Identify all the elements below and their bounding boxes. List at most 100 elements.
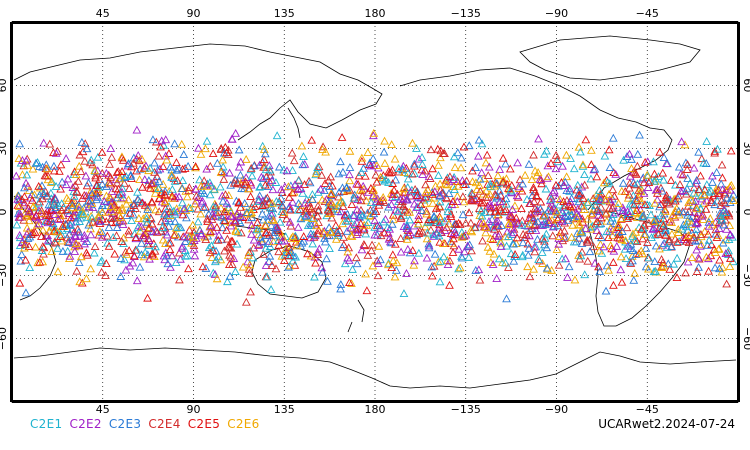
- observation-marker: [367, 240, 377, 249]
- observation-marker: [673, 228, 683, 236]
- observation-marker: [442, 222, 452, 231]
- observation-marker: [655, 202, 664, 211]
- observation-marker: [345, 278, 354, 286]
- observation-marker: [102, 168, 111, 177]
- observation-marker: [700, 226, 710, 235]
- observation-marker: [357, 153, 367, 162]
- observation-marker: [135, 197, 145, 206]
- observation-marker: [435, 237, 445, 246]
- observation-marker: [228, 236, 237, 245]
- observation-marker: [246, 178, 255, 187]
- observation-marker: [384, 234, 394, 243]
- observation-marker: [77, 137, 87, 146]
- observation-marker: [512, 233, 522, 242]
- observation-marker: [105, 193, 114, 201]
- observation-marker: [546, 194, 556, 203]
- observation-marker: [306, 233, 315, 242]
- observation-marker: [151, 205, 160, 214]
- observation-marker: [603, 233, 613, 241]
- coast-japan: [287, 107, 301, 139]
- observation-marker: [345, 170, 354, 179]
- observation-marker: [506, 249, 516, 258]
- observation-marker: [104, 241, 114, 250]
- observation-marker: [682, 165, 692, 173]
- observation-marker: [51, 182, 61, 190]
- observation-marker: [313, 229, 323, 238]
- observation-marker: [544, 172, 553, 181]
- observation-marker: [446, 212, 456, 221]
- observation-marker: [573, 180, 583, 189]
- observation-marker: [719, 198, 729, 206]
- observation-marker: [403, 174, 413, 183]
- observation-marker: [96, 257, 106, 266]
- observation-marker: [441, 193, 451, 202]
- observation-marker: [356, 196, 366, 205]
- observation-marker: [118, 155, 128, 164]
- observation-marker: [348, 264, 357, 273]
- observation-marker: [667, 218, 677, 226]
- observation-marker: [285, 261, 295, 270]
- observation-marker: [648, 224, 658, 233]
- observation-marker: [630, 168, 640, 177]
- observation-marker: [652, 185, 662, 193]
- observation-marker: [196, 181, 206, 190]
- observation-marker: [294, 176, 304, 185]
- observation-marker: [369, 128, 379, 137]
- observation-marker: [707, 240, 716, 249]
- observation-marker: [263, 182, 273, 190]
- observation-marker: [346, 223, 355, 232]
- observation-marker: [410, 161, 419, 170]
- observation-marker: [195, 175, 204, 184]
- observation-marker: [316, 184, 325, 193]
- observation-marker: [284, 204, 293, 213]
- lat-tick-label-right: 60: [741, 78, 750, 92]
- observation-marker: [489, 249, 499, 258]
- observation-marker: [617, 277, 627, 286]
- observation-marker: [38, 225, 48, 234]
- observation-marker: [294, 199, 303, 207]
- observation-marker: [529, 264, 539, 273]
- observation-marker: [42, 191, 52, 200]
- observation-marker: [718, 238, 728, 247]
- observation-marker: [368, 131, 378, 140]
- observation-marker: [172, 158, 181, 166]
- observation-marker: [710, 247, 720, 256]
- observation-marker: [656, 211, 666, 220]
- observation-marker: [429, 231, 439, 240]
- observation-marker: [246, 209, 256, 218]
- observation-marker: [712, 233, 722, 241]
- observation-marker: [258, 215, 268, 224]
- observation-marker: [230, 217, 240, 226]
- observation-marker: [124, 230, 134, 239]
- observation-marker: [313, 250, 323, 258]
- observation-marker: [706, 195, 716, 204]
- observation-marker: [155, 164, 165, 173]
- observation-marker: [449, 234, 458, 243]
- observation-marker: [449, 241, 459, 250]
- observation-marker: [34, 181, 44, 190]
- observation-marker: [27, 195, 37, 204]
- observation-marker: [289, 156, 299, 165]
- observation-marker: [101, 259, 111, 268]
- observation-marker: [167, 191, 177, 200]
- observation-marker: [652, 195, 662, 204]
- observation-marker: [369, 185, 379, 194]
- observation-marker: [196, 149, 206, 158]
- observation-marker: [208, 202, 218, 211]
- observation-marker: [641, 243, 651, 252]
- observation-marker: [137, 238, 146, 247]
- observation-marker: [696, 232, 706, 241]
- observation-marker: [208, 149, 218, 158]
- observation-marker: [264, 211, 274, 220]
- observation-marker: [277, 251, 287, 260]
- observation-marker: [659, 261, 669, 270]
- observation-marker: [15, 230, 25, 239]
- observation-marker: [322, 254, 331, 263]
- observation-marker: [205, 178, 215, 187]
- observation-marker: [146, 213, 156, 222]
- observation-marker: [323, 205, 333, 214]
- observation-marker: [672, 253, 682, 262]
- observation-marker: [460, 247, 469, 256]
- observation-marker: [711, 184, 721, 193]
- observation-marker: [95, 227, 105, 235]
